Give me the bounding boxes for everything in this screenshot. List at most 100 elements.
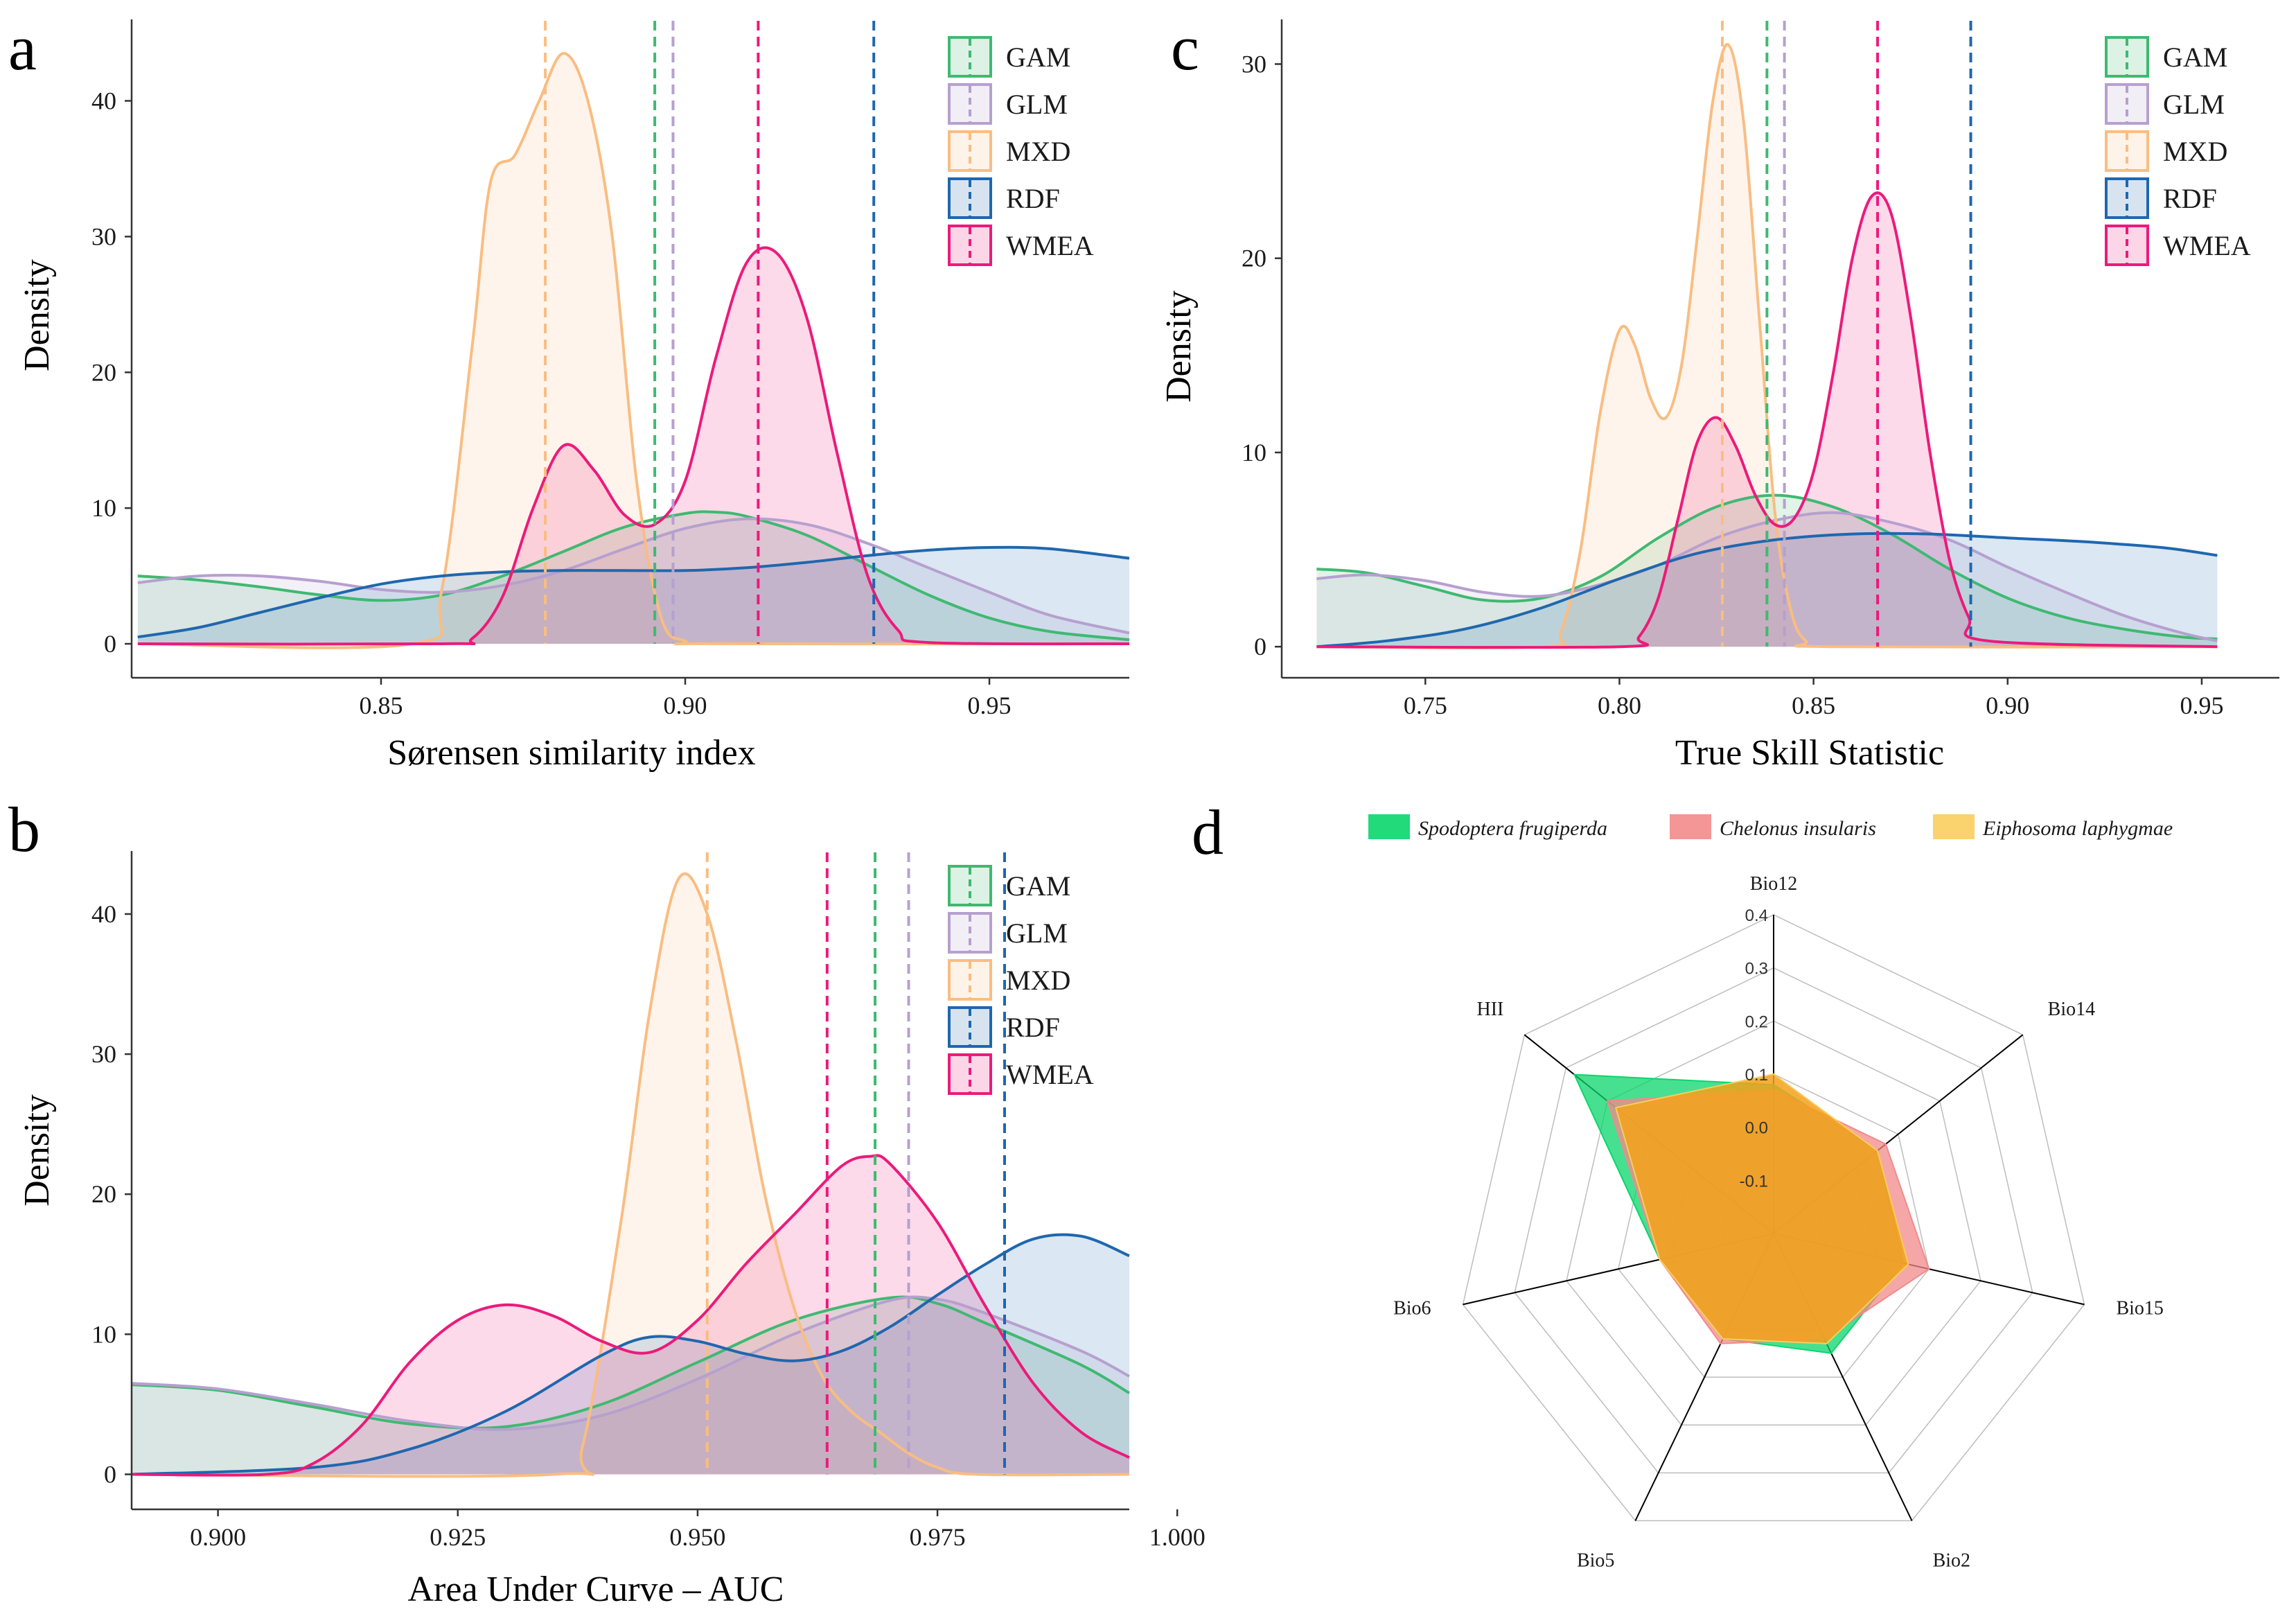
area-mxd-b (132, 873, 1129, 1477)
legend-label-glm-b: GLM (1006, 918, 1068, 949)
y-tick-label-b: 20 (91, 1180, 116, 1208)
radar-tick-label: 0.3 (1745, 960, 1768, 979)
radar-grid-ring (1514, 967, 2033, 1474)
legend-label-mxd-a: MXD (1006, 136, 1070, 167)
radar-axis-label-hii: HII (1476, 999, 1503, 1020)
radar-axis-label-bio5: Bio5 (1577, 1550, 1614, 1571)
x-tick-label-b: 0.950 (669, 1523, 725, 1551)
curve-glm-a (137, 517, 1130, 635)
legend-label-glm-a: GLM (1006, 89, 1068, 120)
panel-letter-a: a (8, 12, 37, 83)
curve-rdf-a (137, 545, 1130, 639)
curve-rdf-b (131, 1233, 1130, 1476)
area-rdf-c (1316, 533, 2218, 647)
legend-label-gam-b: GAM (1006, 870, 1070, 902)
area-wmea-a (137, 247, 1129, 644)
curve-mxd-c (1316, 43, 2218, 649)
legend-label-wmea-b: WMEA (1006, 1059, 1094, 1090)
panel-a: a Density Sørensen similarity index 0 10 2… (8, 12, 1130, 773)
x-tick-label-c: 0.95 (2180, 692, 2223, 719)
y-tick-label-b: 30 (91, 1040, 116, 1068)
legend-label-mxd-c: MXD (2163, 136, 2227, 167)
curve-mxd-b (131, 872, 1130, 1478)
radar-tick-label: -0.1 (1740, 1172, 1768, 1191)
x-tick-label-a: 0.85 (360, 692, 403, 719)
y-axis-title-b: Density (17, 1094, 57, 1207)
legend-label-wmea-c: WMEA (2163, 230, 2251, 261)
area-glm-a (137, 518, 1129, 644)
y-tick-label-c: 20 (1242, 245, 1266, 272)
radar-legend-swatch-1 (1670, 814, 1711, 839)
radar-chart-d: -0.1 0.0 0.1 0.2 0.3 0.4 Bio12 Bio14 Bio15 Bio2 Bi… (1368, 814, 2173, 1571)
radar-axis-label-bio14: Bio14 (2048, 999, 2095, 1020)
panel-letter-c: c (1171, 12, 1199, 83)
panel-letter-b: b (8, 794, 40, 865)
legend-label-gam-a: GAM (1006, 42, 1070, 73)
x-tick-label-c: 0.80 (1598, 692, 1641, 719)
radar-legend-swatch-2 (1933, 814, 1975, 839)
radar-legend-swatch-0 (1368, 814, 1410, 839)
plot-area-c: 0 10 20 30 0.75 0.80 0.85 0.90 0.95 GAM GLM MXD RDF W… (1242, 19, 2279, 719)
y-axis-title-a: Density (17, 259, 57, 371)
radar-axis-label-bio2: Bio2 (1933, 1550, 1970, 1571)
y-tick-label-c: 0 (1254, 633, 1266, 660)
curve-glm-b (131, 1295, 1130, 1431)
curve-mxd-a (137, 51, 1130, 649)
y-tick-label-b: 0 (104, 1460, 116, 1488)
x-tick-label-c: 0.75 (1404, 692, 1447, 719)
panel-c: c Density True Skill Statistic 0 10 20 30 0.… (1159, 12, 2279, 773)
plot-area-a: 0 10 20 30 40 0.85 0.90 0.95 GAM GLM MXD RDF WMEA (91, 19, 1130, 719)
y-tick-label-a: 0 (104, 630, 116, 658)
curve-gam-c (1316, 493, 2218, 640)
area-mxd-a (137, 53, 1129, 648)
area-mxd-c (1316, 44, 2218, 648)
area-wmea-b (132, 1155, 1129, 1475)
x-axis-title-b: Area Under Curve – AUC (408, 1570, 784, 1609)
x-tick-label-a: 0.90 (664, 692, 707, 719)
legend-label-rdf-b: RDF (1006, 1012, 1060, 1043)
legend-label-rdf-c: RDF (2163, 183, 2217, 214)
curve-gam-b (131, 1295, 1131, 1430)
y-tick-label-b: 10 (91, 1320, 116, 1348)
radar-polygon-eiphosoma-laphygmae (1614, 1073, 1909, 1344)
area-gam-a (137, 511, 1129, 644)
panel-letter-d: d (1192, 797, 1224, 868)
curve-wmea-c (1316, 191, 2218, 649)
area-wmea-c (1316, 193, 2218, 648)
legend-label-wmea-a: WMEA (1006, 230, 1094, 261)
radar-axis-label-bio6: Bio6 (1393, 1297, 1431, 1319)
panel-b: b Density Area Under Curve – AUC 0 10 20 30… (8, 794, 1206, 1609)
x-axis-title-a: Sørensen similarity index (387, 733, 755, 773)
x-tick-label-c: 0.85 (1792, 692, 1835, 719)
y-axis-title-c: Density (1159, 290, 1199, 403)
x-axis-title-c: True Skill Statistic (1675, 733, 1944, 773)
y-tick-label-c: 10 (1242, 439, 1266, 466)
curve-gam-a (137, 510, 1130, 642)
radar-axis-label-bio15: Bio15 (2116, 1297, 2163, 1319)
y-tick-label-c: 30 (1242, 50, 1266, 78)
x-tick-label-b: 0.975 (910, 1523, 966, 1551)
radar-tick-label: 0.4 (1745, 906, 1768, 925)
radar-tick-label: 0.0 (1745, 1119, 1768, 1138)
radar-tick-label: 0.1 (1745, 1066, 1768, 1085)
x-tick-label-a: 0.95 (968, 692, 1012, 719)
y-tick-label-b: 40 (91, 900, 116, 928)
area-glm-b (132, 1297, 1129, 1475)
panel-d: d -0.1 0.0 0.1 0.2 0.3 0.4 Bio12 Bio14 Bio15 Bio2… (1192, 797, 2173, 1571)
area-gam-b (132, 1297, 1129, 1475)
radar-legend-label-0: Spodoptera frugiperda (1418, 817, 1607, 840)
y-tick-label-a: 30 (91, 222, 116, 250)
radar-tick-label: 0.2 (1745, 1012, 1768, 1031)
x-tick-label-b: 0.900 (190, 1523, 246, 1551)
y-tick-label-a: 10 (91, 494, 116, 522)
radar-legend-label-1: Chelonus insularis (1720, 817, 1876, 840)
radar-grid-ring (1462, 914, 2085, 1522)
x-tick-label-c: 0.90 (1986, 692, 2029, 719)
legend-label-rdf-a: RDF (1006, 183, 1060, 214)
curve-wmea-a (137, 246, 1130, 646)
radar-axis-label-bio12: Bio12 (1750, 873, 1797, 895)
y-tick-label-a: 40 (91, 87, 116, 115)
plot-area-b: 0 10 20 30 40 0.900 0.925 0.950 0.975 1.000 GAM GLM… (91, 851, 1206, 1551)
legend-label-mxd-b: MXD (1006, 965, 1070, 996)
